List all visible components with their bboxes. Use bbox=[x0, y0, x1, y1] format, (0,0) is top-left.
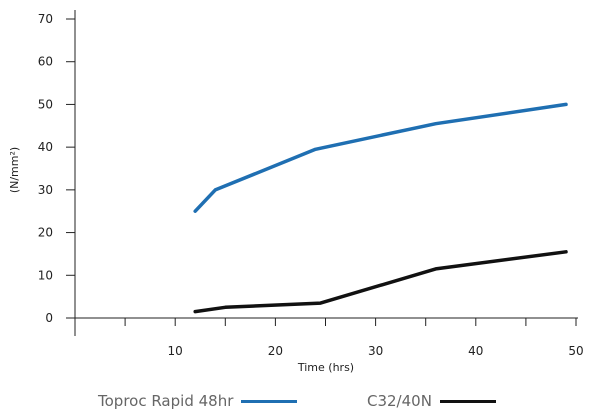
y-axis: 0 10 20 30 40 50 60 70 bbox=[38, 10, 76, 336]
series-layer bbox=[193, 102, 568, 314]
x-tick-label-30: 30 bbox=[368, 344, 383, 358]
x-tick-label-40: 40 bbox=[468, 344, 483, 358]
y-tick-label-40: 40 bbox=[38, 140, 53, 154]
legend-swatch-c32 bbox=[439, 399, 496, 403]
y-tick-label-60: 60 bbox=[38, 55, 53, 69]
series-line-0 bbox=[193, 102, 568, 213]
y-tick-label-30: 30 bbox=[38, 183, 53, 197]
x-axis-label: Time (hrs) bbox=[297, 361, 354, 374]
x-axis: 10 20 30 40 50 bbox=[75, 317, 584, 358]
y-axis-label: (N/mm²) bbox=[8, 147, 21, 193]
y-tick-label-50: 50 bbox=[38, 97, 53, 111]
series-line-1 bbox=[193, 250, 568, 314]
y-tick-label-70: 70 bbox=[38, 12, 53, 26]
y-tick-label-0: 0 bbox=[45, 311, 53, 325]
legend-swatch-toproc bbox=[241, 399, 298, 403]
y-tick-label-20: 20 bbox=[38, 226, 53, 240]
x-tick-label-20: 20 bbox=[268, 344, 283, 358]
legend-item-c32: C32/40N bbox=[367, 392, 496, 410]
legend-label-c32: C32/40N bbox=[367, 392, 432, 410]
x-tick-label-50: 50 bbox=[568, 344, 583, 358]
y-tick-label-10: 10 bbox=[38, 268, 53, 282]
legend-item-toproc: Toproc Rapid 48hr bbox=[98, 392, 298, 410]
line-chart: 0 10 20 30 40 50 60 70 10 20 30 40 50 Time (hrs) (N… bbox=[8, 10, 584, 374]
x-tick-label-10: 10 bbox=[168, 344, 183, 358]
legend-label-toproc: Toproc Rapid 48hr bbox=[98, 392, 234, 410]
